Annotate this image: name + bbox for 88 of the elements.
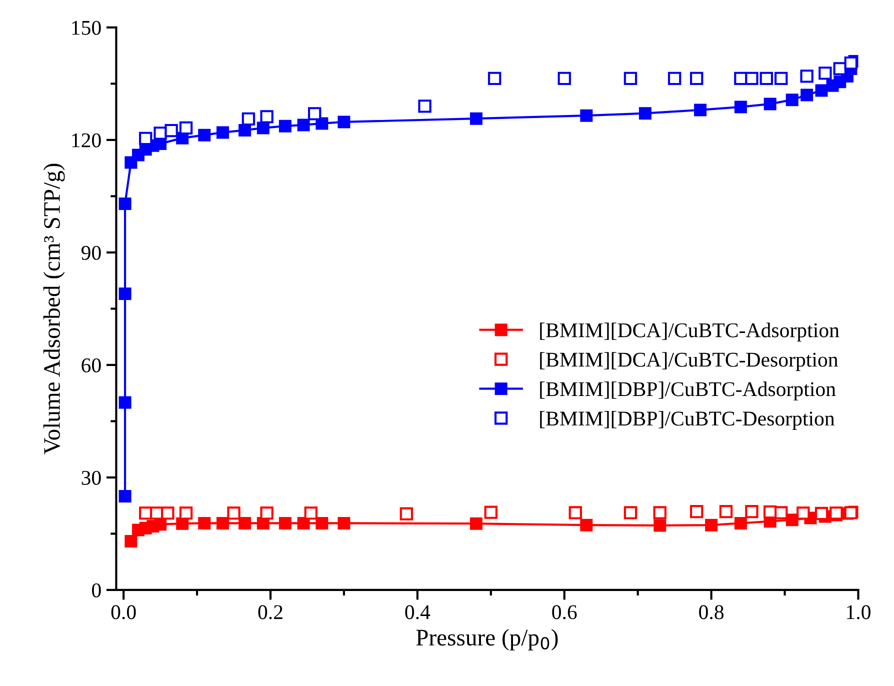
point — [227, 506, 240, 520]
y-tick-label: 150 — [72, 20, 101, 35]
point — [764, 98, 776, 110]
point — [580, 518, 593, 532]
legend-label: [BMIM][DCA]/CuBTC-Adsorption — [540, 322, 840, 342]
point — [653, 506, 666, 520]
point — [774, 72, 788, 86]
point — [124, 534, 138, 548]
y-tick-label: 120 — [72, 133, 101, 148]
point — [470, 112, 482, 125]
point — [139, 132, 152, 146]
point — [844, 56, 858, 70]
x-tick-label: 0.6 — [552, 605, 577, 620]
point — [558, 72, 571, 86]
point — [118, 197, 132, 210]
point — [179, 121, 193, 135]
point — [198, 128, 211, 142]
point — [580, 109, 593, 122]
x-tick-label: 1.0 — [847, 605, 870, 620]
point — [654, 519, 666, 532]
point — [796, 506, 810, 520]
point — [338, 516, 350, 530]
point — [814, 506, 828, 520]
point — [668, 72, 682, 86]
y-tick-label: 30 — [82, 470, 101, 485]
point — [338, 116, 350, 128]
point — [316, 516, 328, 530]
point — [818, 66, 832, 80]
legend-label: [BMIM][DBP]/CuBTC-Adsorption — [540, 382, 836, 400]
point — [164, 124, 178, 138]
x-tick-label: 0.0 — [111, 605, 136, 620]
point — [418, 100, 432, 113]
point — [118, 287, 132, 300]
x-axis-title: Pressure (p/p$_{0}$) — [416, 628, 558, 650]
point — [760, 72, 774, 86]
point — [734, 516, 747, 530]
point — [705, 518, 718, 532]
point — [308, 107, 322, 120]
point — [734, 100, 747, 114]
point — [238, 516, 252, 530]
point — [745, 504, 758, 518]
y-tick-label: 0 — [92, 583, 101, 598]
point — [786, 94, 798, 106]
point — [488, 72, 502, 86]
point — [198, 516, 211, 530]
point — [745, 72, 758, 86]
point — [179, 506, 193, 520]
legend-label: [BMIM][DCA]/CuBTC-Desorption — [540, 352, 838, 371]
point — [216, 516, 229, 530]
point — [690, 72, 704, 86]
point — [278, 516, 292, 530]
point — [800, 88, 814, 102]
point — [161, 506, 174, 520]
point — [304, 506, 318, 520]
point — [118, 490, 132, 502]
point — [260, 506, 274, 520]
point — [242, 112, 256, 126]
point — [568, 506, 582, 520]
point — [774, 506, 788, 520]
point — [470, 517, 482, 530]
point — [800, 70, 814, 83]
point — [176, 517, 189, 530]
point — [278, 120, 292, 132]
point — [815, 84, 828, 97]
point — [624, 506, 638, 520]
point — [118, 396, 132, 409]
y-tick-label: 60 — [82, 358, 101, 372]
x-tick-label: 0.4 — [405, 605, 430, 620]
point — [830, 506, 843, 520]
y-tick-label: 90 — [81, 246, 101, 260]
point — [260, 110, 274, 124]
point — [694, 104, 707, 116]
point — [154, 126, 167, 140]
point — [690, 504, 704, 518]
y-axis-title: Volume Adsorbed (cm³ STP/g) — [43, 164, 65, 454]
x-tick-label: 0.8 — [699, 605, 724, 620]
point — [638, 107, 652, 120]
point — [297, 516, 310, 530]
point — [238, 124, 252, 136]
point — [719, 504, 733, 518]
point — [624, 72, 638, 86]
point — [216, 126, 229, 139]
point — [400, 507, 414, 520]
x-tick-label: 0.2 — [258, 605, 282, 620]
point — [297, 118, 310, 132]
point — [833, 62, 846, 76]
legend-label: [BMIM][DBP]/CuBTC-Desorption — [540, 410, 835, 430]
point — [484, 506, 498, 519]
